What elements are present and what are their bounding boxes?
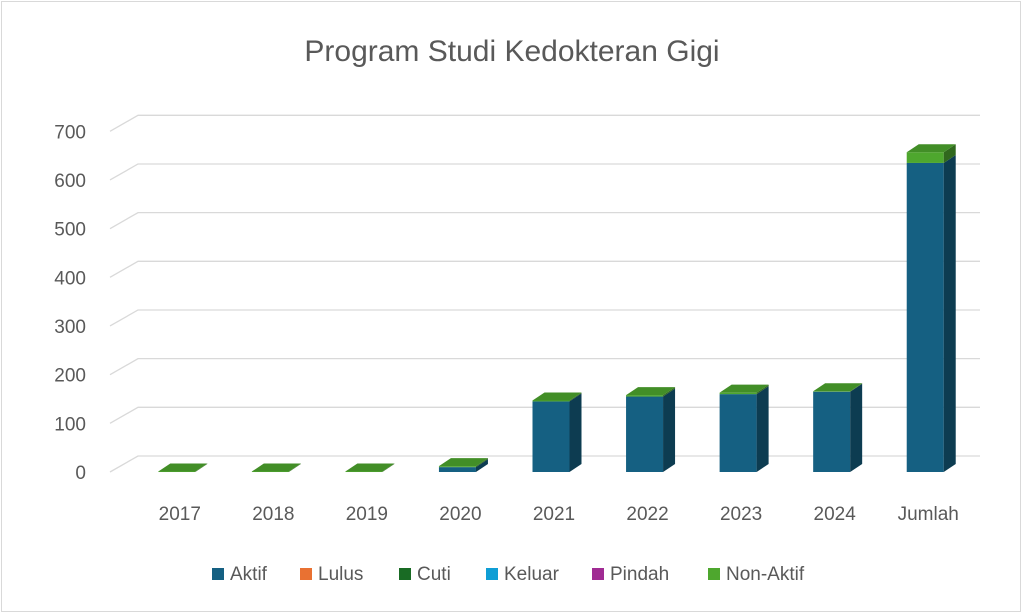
bar-segment: [813, 391, 851, 392]
gridline: [109, 406, 980, 424]
bar-segment-side: [663, 388, 676, 472]
bar-segment: [719, 392, 757, 395]
legend-item: Aktif: [212, 564, 268, 585]
bar-top: [532, 392, 582, 401]
bar-segment: [906, 162, 944, 472]
x-tick-label: 2022: [626, 504, 668, 525]
bar-segment-side: [663, 387, 676, 397]
bar-segment-side: [195, 463, 208, 472]
y-tick-label: 400: [54, 268, 86, 289]
bar-segment-side: [943, 144, 956, 163]
x-tick-label: 2023: [720, 504, 762, 525]
gridline: [109, 309, 980, 327]
bar-top: [626, 387, 676, 396]
bar-segment: [719, 394, 757, 472]
x-tick-label: 2018: [252, 504, 294, 525]
bar-stack: [345, 463, 395, 473]
gridline: [109, 260, 980, 278]
bar-stack: [438, 458, 488, 472]
gridline: [109, 211, 980, 230]
y-tick-label: 600: [54, 171, 86, 192]
legend-swatch: [212, 568, 224, 580]
bar-segment: [626, 395, 664, 397]
legend-item: Lulus: [300, 564, 363, 585]
bar-stack: [813, 383, 863, 472]
legend-label: Pindah: [610, 564, 669, 585]
legend-item: Keluar: [486, 564, 560, 585]
bar-top: [719, 384, 769, 393]
gridline: [109, 163, 980, 181]
y-tick-label: 100: [54, 414, 86, 435]
bar-top: [438, 458, 488, 467]
bar-segment: [532, 400, 570, 402]
bar-stack: [626, 387, 676, 472]
bar-top: [158, 463, 208, 472]
bar-top: [906, 144, 956, 153]
bar-stack: [906, 144, 956, 472]
chart-title: Program Studi Kedokteran Gigi: [304, 35, 719, 68]
bar-segment: [438, 466, 476, 468]
bar-top: [251, 463, 301, 472]
bar-segment: [345, 471, 383, 473]
x-axis-ticks: 2017 2018 2019 2020 2021 2022 2023 2024 Jumlah: [159, 504, 959, 525]
bar-segment-side: [756, 386, 769, 472]
legend-item: Non-Aktif: [708, 564, 805, 585]
bar-top: [813, 383, 863, 392]
gridline: [109, 455, 980, 473]
legend-swatch: [708, 568, 720, 580]
bar-stack: [251, 463, 301, 473]
x-tick-label: 2021: [533, 504, 575, 525]
bar-segment-side: [943, 154, 956, 472]
bar-segment: [906, 152, 944, 163]
x-tick-label: 2017: [159, 504, 201, 525]
bar-top: [345, 463, 395, 472]
legend-label: Non-Aktif: [726, 564, 805, 585]
legend-swatch: [399, 568, 411, 580]
bar-segment-side: [382, 463, 395, 472]
gridlines: [109, 114, 980, 473]
bar-segment-side: [569, 392, 582, 402]
x-tick-label: 2024: [814, 504, 857, 525]
bar-stack: [158, 463, 208, 473]
bar-stack: [719, 384, 769, 472]
bar-segment: [626, 396, 664, 472]
legend-swatch: [300, 568, 312, 580]
bar-segment-side: [569, 393, 582, 472]
legend-item: Pindah: [592, 564, 669, 585]
legend: Aktif Lulus Cuti Keluar Pindah Non-Aktif: [212, 564, 805, 585]
legend-swatch: [592, 568, 604, 580]
bar-segment-side: [756, 384, 769, 395]
gridline: [109, 358, 980, 376]
bar-segment-side: [475, 459, 488, 472]
x-tick-label: 2020: [439, 504, 481, 525]
legend-label: Lulus: [318, 564, 363, 585]
bar-segment: [158, 471, 196, 473]
legend-label: Cuti: [417, 564, 451, 585]
y-tick-label: 700: [54, 122, 86, 143]
legend-label: Keluar: [504, 564, 560, 585]
x-tick-label: Jumlah: [898, 504, 959, 525]
y-axis-ticks: 0 100 200 300 400 500 600 700: [54, 122, 86, 484]
bar-segment-side: [288, 463, 301, 472]
y-tick-label: 200: [54, 366, 86, 387]
x-tick-label: 2019: [346, 504, 388, 525]
bar-segment: [532, 401, 570, 472]
y-tick-label: 0: [75, 463, 86, 484]
y-tick-label: 300: [54, 317, 86, 338]
bar-segment-side: [850, 383, 863, 392]
bar-segment-side: [475, 458, 488, 468]
bar-stack: [532, 392, 582, 472]
bar-segment: [438, 467, 476, 472]
bars: [158, 144, 956, 473]
y-tick-label: 500: [54, 220, 86, 241]
bar-segment-side: [850, 383, 863, 472]
bar-segment: [251, 471, 289, 473]
legend-label: Aktif: [230, 564, 268, 585]
legend-item: Cuti: [399, 564, 451, 585]
legend-swatch: [486, 568, 498, 580]
gridline: [109, 114, 980, 132]
bar-segment: [813, 391, 851, 472]
